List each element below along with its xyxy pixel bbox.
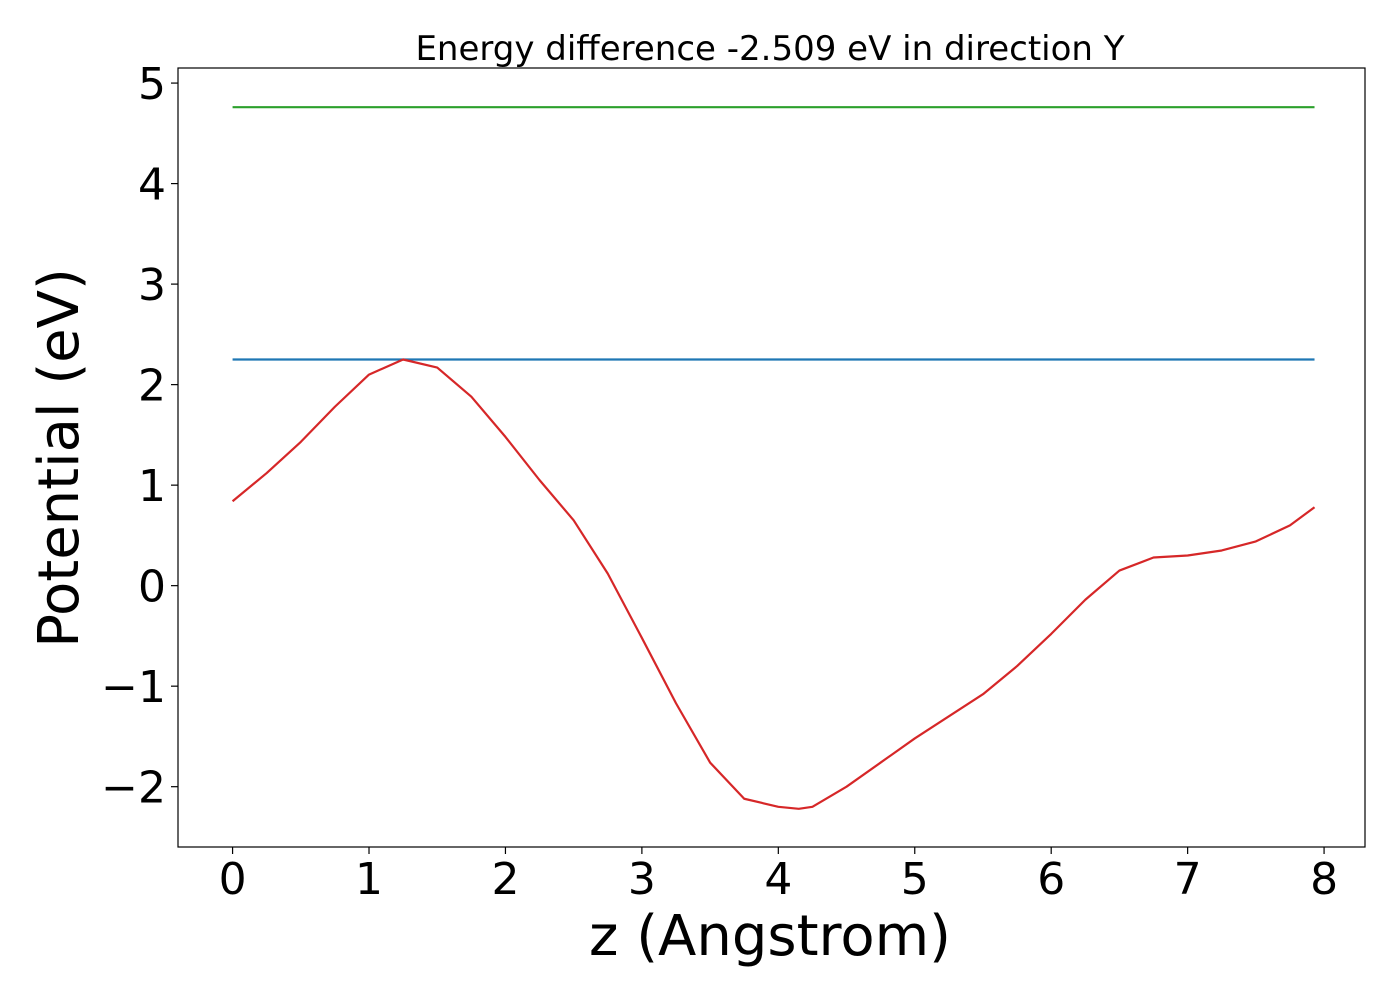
x-tick-label: 7 (1174, 854, 1202, 905)
axes-layer: 0 1 2 3 4 5 6 7 8 −2 −1 0 1 2 3 4 5 (101, 59, 1366, 905)
x-tick-label: 6 (1037, 854, 1065, 905)
y-tick-label: 3 (138, 260, 166, 311)
y-tick-label: 4 (138, 160, 166, 211)
y-tick-label: 1 (138, 461, 166, 512)
y-axis-label: Potential (eV) (27, 268, 92, 648)
x-tick-label: 8 (1310, 854, 1338, 905)
x-tick-label: 2 (491, 854, 519, 905)
x-tick-label: 0 (219, 854, 247, 905)
series-layer (231, 106, 1316, 810)
x-tick-label: 3 (628, 854, 656, 905)
y-tick-label: −1 (101, 662, 166, 713)
series-line-2 (231, 358, 1316, 810)
plot-frame (177, 67, 1366, 848)
y-tick-label: 5 (138, 59, 166, 110)
y-tick-label: 2 (138, 361, 166, 412)
x-tick-label: 4 (764, 854, 792, 905)
x-tick-label: 1 (355, 854, 383, 905)
y-tick-label: 0 (138, 562, 166, 613)
y-tick-label: −2 (101, 763, 166, 814)
x-tick-label: 5 (901, 854, 929, 905)
chart-title: Energy difference -2.509 eV in direction… (415, 29, 1124, 69)
x-axis-label: z (Angstrom) (589, 904, 951, 969)
